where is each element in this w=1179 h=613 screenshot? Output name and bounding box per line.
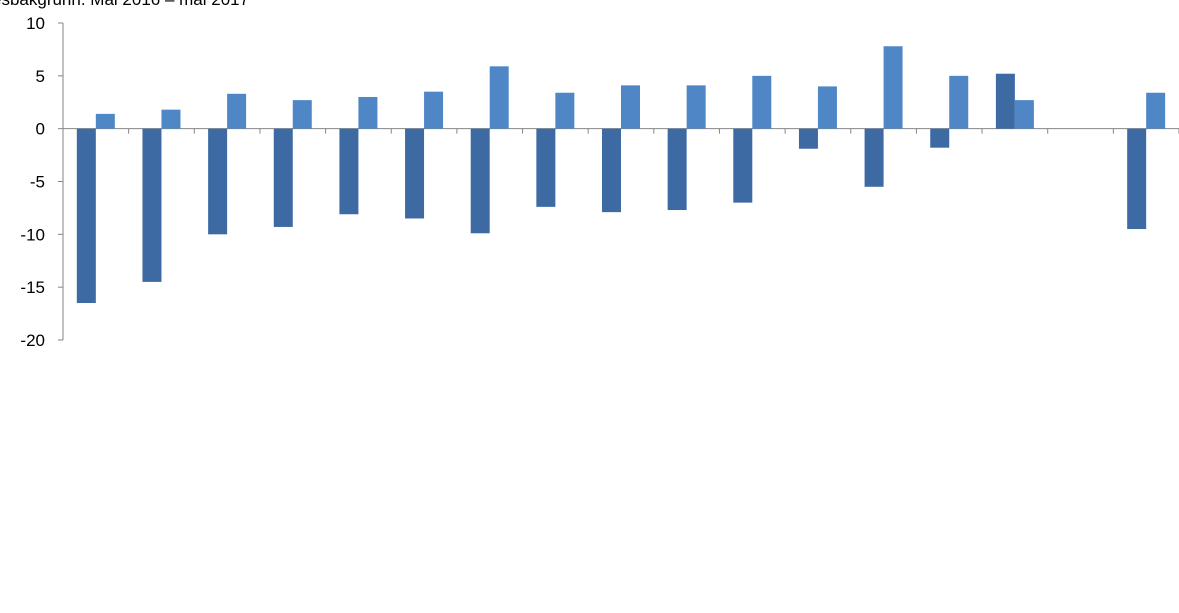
bar — [602, 128, 621, 213]
bar — [208, 128, 228, 235]
bar — [273, 128, 293, 227]
bar — [930, 128, 950, 148]
bar — [995, 73, 1015, 129]
bar — [949, 75, 969, 129]
bar — [798, 128, 818, 149]
bar — [76, 128, 96, 304]
bar — [470, 128, 490, 234]
bar — [489, 66, 509, 129]
y-tick-label: 10 — [26, 14, 45, 33]
bar — [358, 96, 378, 129]
bar — [817, 86, 837, 129]
bar — [536, 128, 556, 207]
bar — [1014, 100, 1034, 129]
bar — [621, 85, 640, 129]
axes: 10 5 0 -5 -10 -15 -20 — [20, 14, 1179, 350]
bar — [405, 128, 425, 219]
bar — [227, 93, 247, 129]
y-tick-label: 5 — [36, 67, 45, 86]
bar — [95, 113, 115, 129]
bar — [864, 128, 884, 187]
bar — [339, 128, 359, 215]
bar — [142, 128, 162, 282]
bar — [1127, 128, 1147, 230]
bar — [161, 109, 181, 129]
bars — [76, 46, 1166, 304]
bar — [752, 75, 772, 129]
bar — [686, 85, 706, 129]
bar — [667, 128, 687, 211]
bar — [1146, 92, 1166, 129]
bar — [292, 100, 312, 129]
y-tick-label: -5 — [30, 173, 45, 192]
y-tick-label: 0 — [36, 120, 45, 139]
y-tick-label: -20 — [20, 331, 45, 350]
chart-subtitle: esbakgrunn. Mai 2016 – mai 2017 — [0, 0, 249, 9]
y-tick-label: -15 — [20, 278, 45, 297]
bar — [555, 92, 575, 129]
bar — [883, 46, 903, 129]
y-tick-label: -10 — [20, 225, 45, 244]
bar — [424, 91, 444, 129]
bar — [733, 128, 753, 203]
